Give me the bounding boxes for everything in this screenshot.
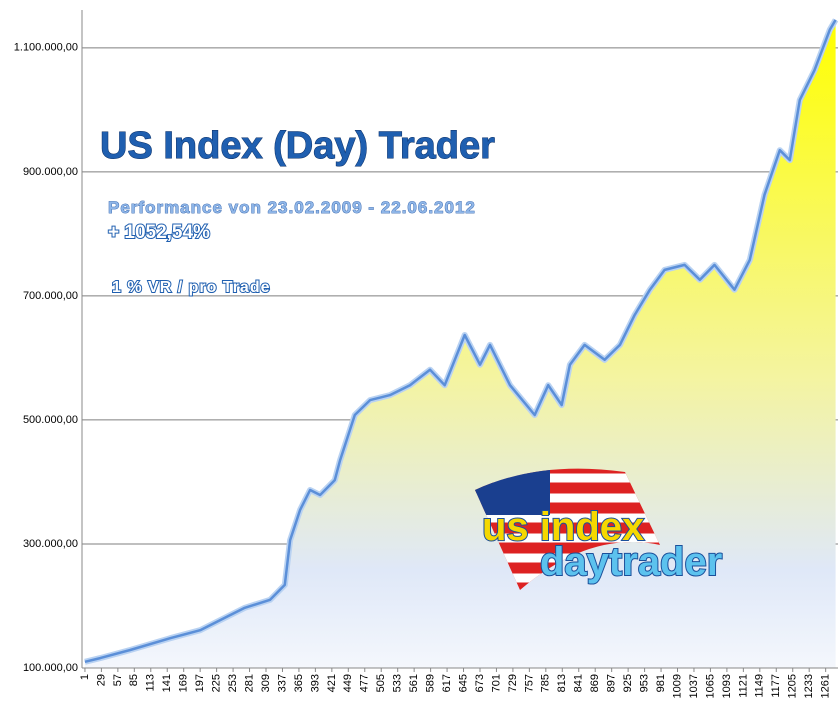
x-tick-label: 337 bbox=[276, 674, 288, 692]
x-tick-label: 1121 bbox=[737, 674, 749, 698]
x-tick-label: 1093 bbox=[721, 674, 733, 698]
x-tick-label: 393 bbox=[309, 674, 321, 692]
x-tick-label: 1205 bbox=[787, 674, 799, 698]
x-tick-label: 281 bbox=[243, 674, 255, 692]
x-tick-label: 589 bbox=[425, 674, 437, 692]
y-tick-label: 700.000,00 bbox=[23, 290, 78, 302]
y-tick-label: 1.100.000,00 bbox=[14, 42, 78, 54]
logo-text: daytrader bbox=[540, 540, 722, 584]
x-tick-label: 57 bbox=[112, 674, 124, 686]
x-tick-label: 309 bbox=[260, 674, 272, 692]
x-tick-label: 365 bbox=[293, 674, 305, 692]
x-tick-label: 141 bbox=[161, 674, 173, 692]
x-tick-label: 1037 bbox=[688, 674, 700, 698]
x-tick-label: 169 bbox=[178, 674, 190, 692]
x-tick-label: 253 bbox=[227, 674, 239, 692]
x-tick-label: 197 bbox=[194, 674, 206, 692]
annotation: + 1052,54% bbox=[108, 222, 210, 243]
x-tick-label: 897 bbox=[606, 674, 618, 692]
x-tick-label: 841 bbox=[573, 674, 585, 692]
logo-text: us index bbox=[482, 505, 644, 549]
y-tick-label: 100.000,00 bbox=[23, 662, 78, 674]
plot-area: 100.000,00 300.000,00 500.000,00 700.000,00… bbox=[14, 10, 839, 698]
x-tick-label: 113 bbox=[145, 674, 157, 692]
y-tick-label: 900.000,00 bbox=[23, 166, 78, 178]
x-tick-label: 813 bbox=[556, 674, 568, 692]
x-tick-label: 1177 bbox=[770, 674, 782, 698]
x-tick-label: 981 bbox=[655, 674, 667, 692]
x-tick-label: 477 bbox=[359, 674, 371, 692]
y-tick-label: 500.000,00 bbox=[23, 414, 78, 426]
annotation: 1 % VR / pro Trade bbox=[112, 279, 270, 296]
x-tick-label: 225 bbox=[211, 674, 223, 692]
x-tick-label: 449 bbox=[342, 674, 354, 692]
x-tick-label: 1065 bbox=[704, 674, 716, 698]
x-tick-label: 729 bbox=[507, 674, 519, 692]
x-tick-label: 421 bbox=[326, 674, 338, 692]
x-tick-label: 1233 bbox=[803, 674, 815, 698]
x-tick-label: 1149 bbox=[754, 674, 766, 698]
flag-white-stripes bbox=[475, 473, 660, 583]
area bbox=[84, 19, 836, 668]
x-tick-label: 869 bbox=[589, 674, 601, 692]
chart-subtitle: Performance von 23.02.2009 - 22.06.2012 bbox=[108, 198, 476, 217]
line bbox=[84, 19, 837, 664]
x-tick-label: 617 bbox=[441, 674, 453, 692]
x-tick-label: 29 bbox=[95, 674, 107, 686]
logo: us index daytrader bbox=[475, 468, 723, 590]
x-tick-label: 757 bbox=[523, 674, 535, 692]
x-tick-label: 1 bbox=[79, 674, 91, 680]
x-tick-label: 701 bbox=[490, 674, 502, 692]
chart-title: US Index (Day) Trader bbox=[100, 125, 495, 167]
x-tick-label: 505 bbox=[375, 674, 387, 692]
y-tick-label: 300.000,00 bbox=[23, 538, 78, 550]
x-tick-label: 673 bbox=[474, 674, 486, 692]
x-tick-label: 785 bbox=[540, 674, 552, 692]
x-tick-label: 953 bbox=[638, 674, 650, 692]
x-tick-label: 925 bbox=[622, 674, 634, 692]
x-tick-label: 645 bbox=[457, 674, 469, 692]
x-tick-label: 1009 bbox=[671, 674, 683, 698]
x-tick-label: 1261 bbox=[820, 674, 832, 698]
x-tick-label: 561 bbox=[408, 674, 420, 692]
x-tick-label: 533 bbox=[392, 674, 404, 692]
x-tick-label: 85 bbox=[128, 674, 140, 686]
